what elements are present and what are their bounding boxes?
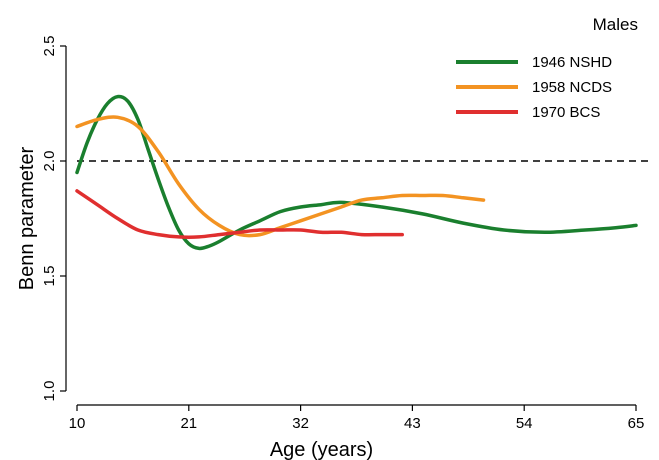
legend: 1946 NSHD 1958 NCDS 1970 BCS [456,54,612,121]
legend-label: 1946 NSHD [532,54,612,71]
x-tick-label: 54 [516,415,533,432]
chart-title: Males [593,15,638,34]
series-line-1970-bcs [75,189,404,239]
y-tick-label: 2.5 [41,36,58,57]
x-tick-label: 21 [180,415,197,432]
y-tick-label: 1.0 [41,381,58,402]
x-tick-label: 43 [404,415,421,432]
y-axis-title: Benn parameter [16,146,38,290]
x-tick-label: 65 [628,415,645,432]
x-tick-label: 32 [292,415,309,432]
series-line-1958-ncds [75,115,486,238]
x-tick-label: 10 [69,415,86,432]
x-axis-title: Age (years) [270,439,373,460]
legend-label: 1970 BCS [532,104,600,121]
legend-label: 1958 NCDS [532,79,612,96]
series-line-1946-nshd [75,94,638,251]
y-tick-label: 1.5 [41,266,58,287]
y-tick-label: 2.0 [41,151,58,172]
